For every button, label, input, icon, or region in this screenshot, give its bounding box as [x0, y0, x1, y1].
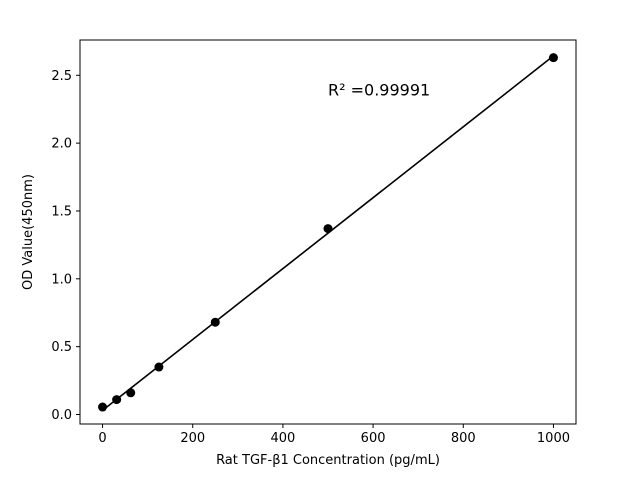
x-tick-label: 200: [180, 431, 205, 446]
y-tick-label: 1.0: [51, 272, 72, 287]
y-tick-label: 0.5: [51, 340, 72, 355]
data-point: [210, 317, 220, 327]
y-tick-label: 1.5: [51, 204, 72, 219]
x-axis-label: Rat TGF-β1 Concentration (pg/mL): [216, 453, 440, 468]
data-point: [323, 224, 333, 234]
x-tick-label: 0: [98, 431, 106, 446]
data-point: [154, 362, 164, 372]
plot-border: [79, 39, 577, 425]
y-axis-label: OD Value(450nm): [21, 174, 36, 290]
x-tick-label: 400: [270, 431, 295, 446]
data-point: [98, 402, 108, 412]
fit-line: [102, 55, 554, 412]
x-tick-label: 600: [361, 431, 386, 446]
r-squared-annotation: R² =0.99991: [328, 81, 430, 100]
data-point: [126, 388, 136, 398]
y-tick-label: 0.0: [51, 408, 72, 423]
y-tick-label: 2.0: [51, 137, 72, 152]
y-tick-label: 2.5: [51, 69, 72, 84]
x-tick-label: 800: [451, 431, 476, 446]
data-point: [112, 395, 122, 405]
x-tick-label: 1000: [537, 431, 570, 446]
data-point: [548, 53, 558, 63]
